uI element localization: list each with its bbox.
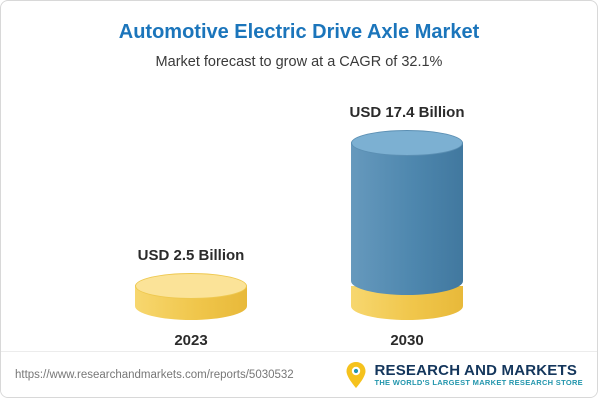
chart-subtitle: Market forecast to grow at a CAGR of 32.… xyxy=(155,54,443,70)
footer: https://www.researchandmarkets.com/repor… xyxy=(1,351,597,397)
bar-chart: USD 2.5 Billion 2023 USD 17.4 Billion 20… xyxy=(1,89,597,349)
chart-header: Automotive Electric Drive Axle Market Ma… xyxy=(1,1,597,70)
year-label-2030: 2030 xyxy=(390,332,424,349)
report-url: https://www.researchandmarkets.com/repor… xyxy=(15,368,294,381)
logo-name: RESEARCH AND MARKETS xyxy=(374,361,578,379)
year-label-2023: 2023 xyxy=(174,332,208,349)
logo-text: RESEARCH AND MARKETS THE WORLD'S LARGEST… xyxy=(374,362,583,388)
bar-group-2023: USD 2.5 Billion 2023 xyxy=(111,247,271,349)
bar-group-2030: USD 17.4 Billion 2030 xyxy=(327,104,487,349)
map-pin-icon xyxy=(346,361,366,388)
value-label-2030: USD 17.4 Billion xyxy=(349,104,465,121)
bar-2030-top xyxy=(351,130,463,156)
chart-title: Automotive Electric Drive Axle Market xyxy=(118,21,480,43)
research-and-markets-logo: RESEARCH AND MARKETS THE WORLD'S LARGEST… xyxy=(345,361,583,389)
bar-2030 xyxy=(351,130,463,320)
value-label-2023: USD 2.5 Billion xyxy=(137,247,245,264)
bar-2030-body xyxy=(351,143,463,295)
bar-2023-top xyxy=(135,273,247,299)
bar-2023 xyxy=(135,273,247,320)
logo-tagline: THE WORLD'S LARGEST MARKET RESEARCH STOR… xyxy=(374,377,583,387)
